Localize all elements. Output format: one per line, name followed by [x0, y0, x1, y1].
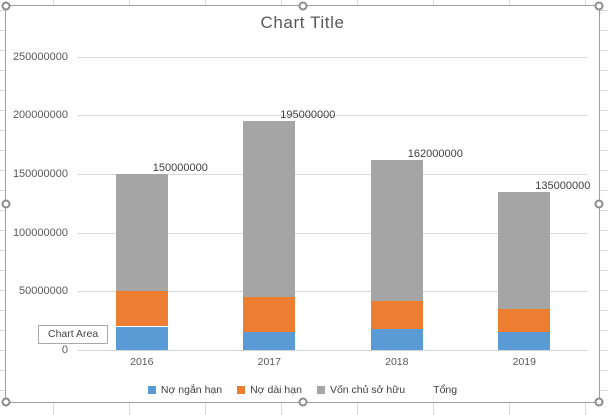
category-axis-line — [78, 350, 588, 351]
major-gridline — [78, 56, 588, 58]
legend-item[interactable]: Nợ ngắn hạn — [147, 384, 223, 396]
bar-segment-2017[interactable] — [243, 332, 296, 350]
bar-segment-2017[interactable] — [243, 121, 296, 298]
resize-handle-bottom-right[interactable] — [594, 397, 604, 407]
legend-swatch-icon — [147, 386, 156, 394]
bar-segment-2019[interactable] — [498, 308, 551, 333]
bar-segment-2016[interactable] — [115, 291, 168, 327]
legend-swatch-icon — [237, 386, 246, 394]
major-gridline — [78, 232, 588, 234]
x-axis-category-label[interactable]: 2017 — [257, 356, 281, 368]
legend[interactable]: Nợ ngắn hạn Nợ dài hạn Vốn chủ sở hữu Tổng — [6, 384, 599, 396]
bar-segment-2016[interactable] — [115, 326, 168, 350]
data-label-total[interactable]: 135000000 — [535, 179, 591, 192]
major-gridline — [78, 115, 588, 117]
resize-handle-bottom-left[interactable] — [1, 397, 11, 407]
legend-swatch-icon — [316, 386, 325, 394]
resize-handle-middle-left[interactable] — [1, 199, 11, 209]
chart-area[interactable]: Chart Title 150000000 195000000 162000000 1… — [1, 1, 604, 407]
resize-handle-top-right[interactable] — [594, 1, 604, 11]
bar-segment-2017[interactable] — [243, 297, 296, 333]
y-axis-tick-label[interactable]: 50000000 — [19, 285, 68, 298]
y-axis-tick-label[interactable]: 200000000 — [12, 109, 68, 122]
x-axis-category-label[interactable]: 2016 — [130, 356, 154, 368]
y-axis-tick-label[interactable]: 250000000 — [12, 50, 68, 63]
legend-item[interactable]: Tổng — [420, 384, 457, 396]
data-label-total[interactable]: 150000000 — [152, 162, 208, 174]
major-gridline — [78, 174, 588, 175]
legend-label: Nợ dài hạn — [250, 384, 302, 396]
resize-handle-bottom-center[interactable] — [298, 397, 307, 407]
legend-label: Nợ ngắn hạn — [160, 384, 223, 396]
bar-segment-2018[interactable] — [370, 300, 423, 329]
x-axis-category-label[interactable]: 2018 — [385, 356, 409, 368]
resize-handle-top-center[interactable] — [298, 1, 307, 11]
legend-item[interactable]: Vốn chủ sở hữu — [316, 384, 406, 396]
y-axis-tick-label[interactable]: 0 — [61, 344, 68, 356]
resize-handle-top-left[interactable] — [1, 1, 11, 11]
bar-segment-2018[interactable] — [370, 328, 423, 350]
resize-handle-middle-right[interactable] — [594, 199, 604, 209]
legend-label: Tổng — [433, 384, 458, 396]
bar-segment-2019[interactable] — [498, 191, 551, 309]
bar-segment-2019[interactable] — [498, 332, 551, 350]
chart-area-tooltip: Chart Area — [38, 325, 109, 344]
chart-title[interactable]: Chart Title — [260, 13, 345, 32]
legend-label: Vốn chủ sở hữu — [329, 384, 406, 396]
y-axis-tick-label[interactable]: 150000000 — [12, 168, 68, 180]
legend-swatch-icon — [420, 386, 428, 394]
legend-item[interactable]: Nợ dài hạn — [237, 384, 302, 396]
bar-segment-2016[interactable] — [115, 174, 168, 292]
y-axis-tick-label[interactable]: 100000000 — [12, 226, 68, 239]
data-label-total[interactable]: 195000000 — [280, 109, 336, 122]
x-axis-category-label[interactable]: 2019 — [512, 356, 536, 368]
data-label-total[interactable]: 162000000 — [407, 147, 463, 160]
bar-segment-2018[interactable] — [370, 159, 423, 301]
major-gridline — [78, 291, 588, 293]
